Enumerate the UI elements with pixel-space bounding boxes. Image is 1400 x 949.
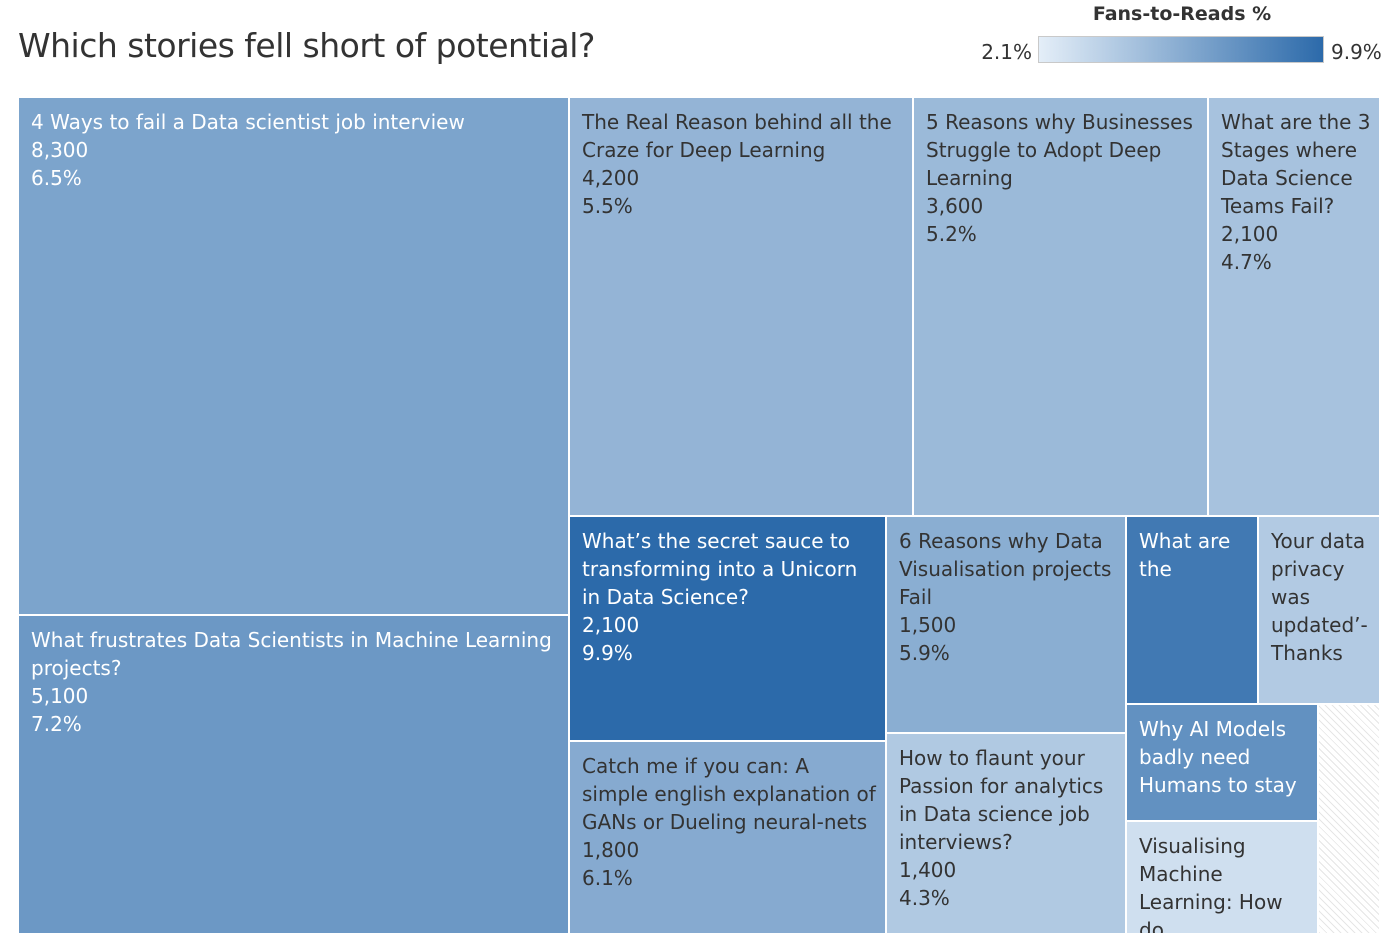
tile-title: What are the [1139,529,1231,581]
treemap-remainder-area [1318,704,1380,934]
tile-title: What’s the secret sauce to transforming … [582,529,858,609]
tile-title: Visualising Machine Learning: How do [1139,834,1283,934]
treemap-tile: Your data privacy was updated’- Thanks [1258,516,1380,704]
tile-title: 4 Ways to fail a Data scientist job inte… [31,110,465,134]
tile-title: The Real Reason behind all the Craze for… [582,110,892,162]
tile-title: 6 Reasons why Data Visualisation project… [899,529,1112,609]
legend-title: Fans-to-Reads % [1092,3,1272,25]
legend-min-label: 2.1% [981,40,1032,64]
tile-rate-label: 4.7% [1221,250,1272,274]
tile-reads-label: 1,400 [899,858,957,882]
tile-reads-label: 5,100 [31,684,89,708]
legend-max-label: 9.9% [1331,40,1382,64]
treemap-tile: What are the [1126,516,1258,704]
treemap-tile: The Real Reason behind all the Craze for… [569,97,913,516]
tile-reads-label: 2,100 [1221,222,1279,246]
tile-rate-label: 6.5% [31,166,82,190]
treemap-tile: 4 Ways to fail a Data scientist job inte… [18,97,569,615]
tile-title: Your data privacy was updated’- Thanks [1271,529,1368,665]
tile-title: What frustrates Data Scientists in Machi… [31,628,552,680]
treemap-tile: What frustrates Data Scientists in Machi… [18,615,569,934]
tile-rate-label: 7.2% [31,712,82,736]
tile-reads-label: 1,500 [899,613,957,637]
treemap-tile: 6 Reasons why Data Visualisation project… [886,516,1126,733]
tile-rate-label: 6.1% [582,866,633,890]
treemap-tile: Catch me if you can: A simple english ex… [569,741,886,934]
tile-rate-label: 5.5% [582,194,633,218]
tile-rate-label: 5.9% [899,641,950,665]
treemap-tile: Visualising Machine Learning: How do [1126,821,1318,934]
tile-reads-label: 8,300 [31,138,89,162]
tile-reads-label: 4,200 [582,166,640,190]
treemap-tile: 5 Reasons why Businesses Struggle to Ado… [913,97,1208,516]
treemap-tile: What are the 3 Stages where Data Science… [1208,97,1380,516]
tile-reads-label: 3,600 [926,194,984,218]
treemap-tile: Why AI Models badly need Humans to stay [1126,704,1318,821]
tile-title: Why AI Models badly need Humans to stay [1139,717,1297,797]
treemap-tile: How to flaunt your Passion for analytics… [886,733,1126,934]
legend-gradient-bar [1038,36,1324,63]
tile-rate-label: 9.9% [582,641,633,665]
tile-title: How to flaunt your Passion for analytics… [899,746,1104,854]
tile-title: Catch me if you can: A simple english ex… [582,754,876,834]
tile-rate-label: 5.2% [926,222,977,246]
treemap-tile: What’s the secret sauce to transforming … [569,516,886,741]
tile-reads-label: 2,100 [582,613,640,637]
tile-title: What are the 3 Stages where Data Science… [1221,110,1371,218]
tile-reads-label: 1,800 [582,838,640,862]
tile-rate-label: 4.3% [899,886,950,910]
chart-title: Which stories fell short of potential? [18,26,595,65]
tile-title: 5 Reasons why Businesses Struggle to Ado… [926,110,1193,190]
